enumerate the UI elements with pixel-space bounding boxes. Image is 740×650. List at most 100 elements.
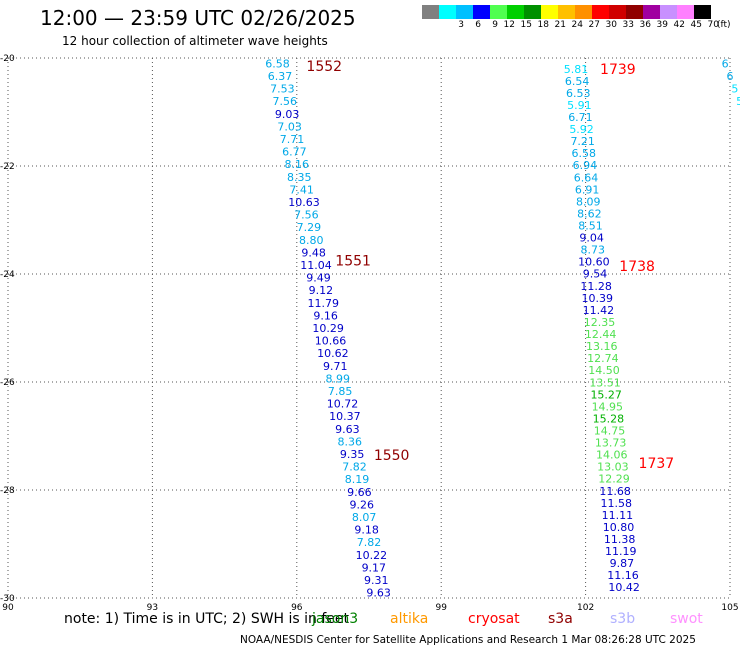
scale-label: 42 (673, 20, 685, 30)
wave-height-value: 11.16 (607, 569, 639, 582)
scale-swatch (490, 5, 507, 19)
wave-height-value: 8.62 (577, 207, 602, 220)
wave-height-value: 10.29 (312, 322, 344, 335)
wave-height-value: 10.39 (581, 292, 613, 305)
time-label: 1737 (639, 456, 675, 472)
scale-swatch (694, 5, 711, 19)
x-tick-label: 102 (577, 603, 594, 610)
wave-height-value: 8.09 (576, 195, 601, 208)
wave-height-value: 7.56 (294, 209, 319, 222)
wave-height-value: 9.66 (347, 486, 372, 499)
scale-unit: (ft) (717, 20, 731, 30)
wave-height-value: 11.79 (308, 297, 340, 310)
wave-height-value: 14.50 (588, 364, 620, 377)
scale-swatch (660, 5, 677, 19)
scale-swatch (456, 5, 473, 19)
note-text: note: 1) Time is in UTC; 2) SWH is in fe… (64, 611, 350, 627)
wave-height-value: 6.77 (282, 146, 307, 159)
time-label: 1551 (335, 254, 371, 270)
wave-height-value: 6.58 (265, 57, 290, 70)
legend-item-jason3: jason3 (312, 611, 359, 627)
scale-swatch (626, 5, 643, 19)
footer-credit: NOAA/NESDIS Center for Satellite Applica… (240, 634, 696, 646)
scale-label: 15 (520, 20, 532, 30)
wave-height-value: 14.06 (596, 449, 628, 462)
x-tick-label: 105 (721, 603, 738, 610)
wave-height-value: 10.80 (603, 521, 635, 534)
wave-height-value: 8.51 (578, 220, 603, 233)
wave-height-value: 9.12 (309, 284, 334, 297)
wave-height-value: 6.94 (573, 159, 598, 172)
wave-height-value: 9.63 (335, 423, 360, 436)
wave-height-value: 6.58 (572, 147, 597, 160)
wave-height-value: 13.16 (586, 340, 618, 353)
scale-swatch (524, 5, 541, 19)
scale-label: 30 (605, 20, 617, 30)
wave-height-value: 6.53 (566, 87, 591, 100)
wave-height-value: 7.21 (570, 135, 595, 148)
wave-height-value: 8.36 (337, 435, 362, 448)
y-tick-label: -20 (0, 54, 15, 64)
wave-height-value: 9.35 (340, 448, 365, 461)
wave-height-value: 10.22 (356, 549, 388, 562)
y-tick-label: -28 (0, 486, 15, 496)
scale-swatch (592, 5, 609, 19)
wave-height-value: 9.48 (301, 246, 326, 259)
time-label: 1552 (306, 59, 342, 75)
wave-height-value: 9.63 (366, 587, 391, 600)
scale-swatch (558, 5, 575, 19)
wave-height-value: 7.56 (273, 95, 298, 108)
wave-height-value: 9.71 (323, 360, 348, 373)
wave-height-value: 9.54 (583, 268, 608, 281)
chart-title: 12:00 — 23:59 UTC 02/26/2025 (40, 6, 356, 30)
wave-height-value: 6.71 (568, 111, 593, 124)
time-label: 1550 (374, 448, 410, 464)
wave-height-value: 11.04 (300, 259, 332, 272)
wave-height-value: 8.99 (325, 372, 350, 385)
scale-label: 12 (503, 20, 515, 30)
scale-label: 45 (690, 20, 702, 30)
scale-label: 33 (622, 20, 634, 30)
wave-height-value: 12.74 (587, 352, 619, 365)
wave-height-plot: 90 93 96 99 102 105-20-22-24-26-28-306.586.37… (0, 54, 740, 610)
x-tick-label: 90 (2, 603, 14, 610)
wave-height-value: 9.04 (579, 232, 604, 245)
wave-height-value: 8.35 (287, 171, 312, 184)
legend-item-s3a: s3a (548, 611, 573, 627)
scale-label: 18 (537, 20, 549, 30)
x-tick-label: 93 (147, 603, 158, 610)
wave-height-value: 15.28 (593, 412, 625, 425)
scale-swatch (422, 5, 439, 19)
wave-height-value: 7.85 (328, 385, 353, 398)
scale-swatch (507, 5, 524, 19)
y-tick-label: -22 (0, 162, 15, 172)
wave-height-value: 5.81 (564, 63, 589, 76)
scale-swatch (643, 5, 660, 19)
wave-height-value: 8.07 (352, 511, 377, 524)
wave-height-value: 7.53 (270, 83, 295, 96)
wave-height-value: 6.91 (575, 183, 600, 196)
wave-height-value: 11.68 (599, 485, 631, 498)
scale-label: 39 (656, 20, 668, 30)
wave-height-value: 6.64 (574, 171, 599, 184)
legend-item-swot: swot (670, 611, 703, 627)
scale-label: 24 (571, 20, 583, 30)
wave-height-value: 15.27 (590, 388, 622, 401)
wave-height-value: 8.80 (299, 234, 324, 247)
wave-height-value: 6.54 (565, 75, 590, 88)
scale-swatch (575, 5, 592, 19)
wave-height-value: 11.42 (583, 304, 615, 317)
wave-height-value: 14.75 (594, 424, 626, 437)
x-tick-label: 96 (291, 603, 303, 610)
wave-height-value: 10.62 (317, 347, 349, 360)
wave-height-value: 12.35 (584, 316, 616, 329)
wave-height-value: 12.44 (585, 328, 617, 341)
wave-height-value: 7.41 (289, 183, 314, 196)
y-tick-label: -30 (0, 594, 15, 604)
time-label: 1738 (619, 259, 655, 275)
wave-height-value: 9.26 (350, 498, 375, 511)
scale-swatch (439, 5, 456, 19)
wave-height-value: 13.73 (595, 437, 627, 450)
y-tick-label: -24 (0, 270, 15, 280)
legend-item-altika: altika (390, 611, 429, 627)
